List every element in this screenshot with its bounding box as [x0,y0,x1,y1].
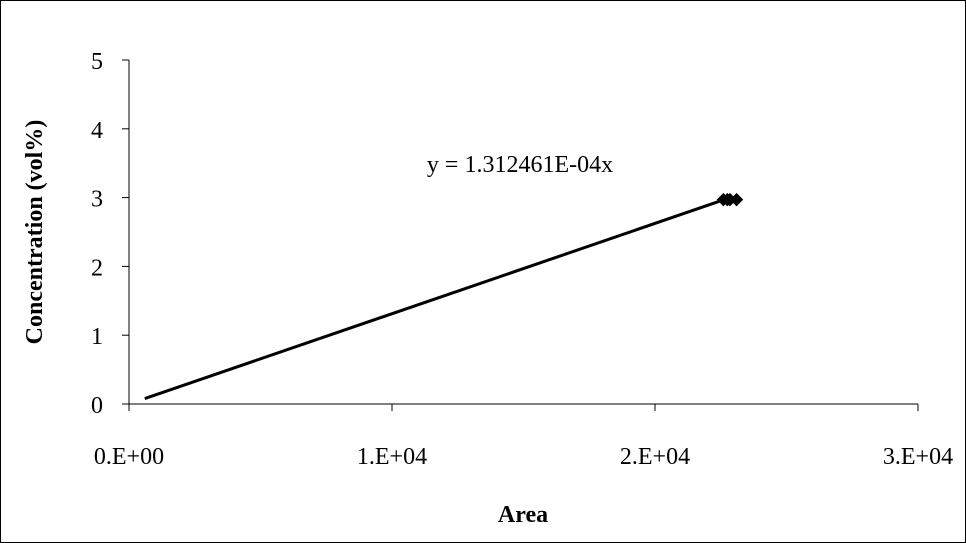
y-tick-label: 2 [91,255,103,281]
y-ticks: 0 1 2 3 4 5 [91,49,129,419]
x-tick-label: 2.E+04 [620,444,690,470]
y-tick-label: 4 [91,118,103,144]
y-axis-title: Concentration (vol%) [22,120,48,345]
data-point [729,192,744,207]
trendline-group [144,198,726,401]
x-axis-title: Area [498,502,548,528]
y-tick-label: 5 [91,49,103,75]
y-tick-label: 0 [91,393,103,419]
axes [128,60,918,405]
data-points [716,192,744,207]
y-tick-label: 1 [91,324,103,350]
y-tick-label: 3 [91,187,103,213]
x-tick-label: 1.E+04 [357,444,427,470]
x-ticks: 0.E+00 1.E+04 2.E+04 3.E+04 [94,404,953,470]
trendline [144,198,726,401]
x-tick-label: 0.E+00 [94,444,164,470]
trendline-equation: y = 1.312461E-04x [427,152,613,178]
x-tick-label: 3.E+04 [883,444,953,470]
